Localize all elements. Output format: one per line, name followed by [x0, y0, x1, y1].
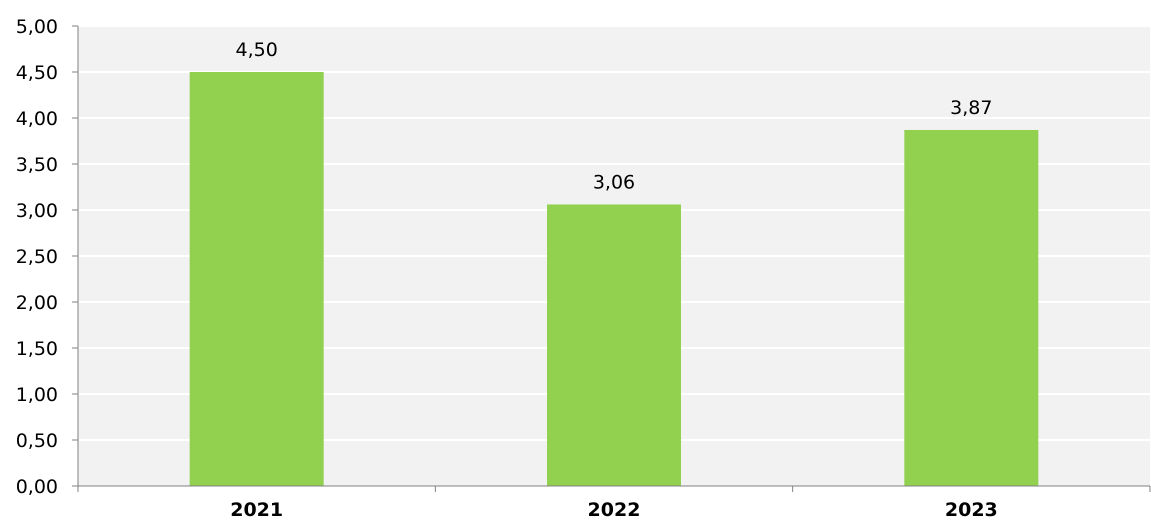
y-tick-label: 1,50 — [16, 338, 58, 360]
y-tick-label: 2,00 — [16, 292, 58, 314]
y-tick-label: 5,00 — [16, 16, 58, 38]
y-tick-label: 0,00 — [16, 476, 58, 498]
y-tick-label: 1,00 — [16, 384, 58, 406]
y-tick-label: 4,00 — [16, 108, 58, 130]
x-tick-label-2023: 2023 — [945, 499, 998, 521]
y-tick-label: 4,50 — [16, 62, 58, 84]
bars — [189, 72, 1039, 487]
y-tick-labels: 0,00 0,50 1,00 1,50 2,00 2,50 3,00 3,50 4,00 4,50… — [16, 16, 58, 498]
data-label-2023: 3,87 — [950, 97, 992, 119]
data-label-2022: 3,06 — [593, 171, 635, 193]
x-tick-label-2021: 2021 — [230, 499, 283, 521]
y-tick-label: 3,00 — [16, 200, 58, 222]
y-tick-label: 2,50 — [16, 246, 58, 268]
data-labels: 4,50 3,06 3,87 — [236, 39, 993, 193]
x-tick-label-2022: 2022 — [588, 499, 641, 521]
y-tick-label: 0,50 — [16, 430, 58, 452]
y-tick-label: 3,50 — [16, 154, 58, 176]
axes — [72, 25, 1151, 492]
x-tick-labels: 2021 2022 2023 — [230, 499, 998, 521]
bar-2023 — [904, 129, 1039, 486]
bar-2022 — [547, 204, 681, 487]
bar-2021 — [189, 72, 324, 486]
data-label-2021: 4,50 — [236, 39, 278, 61]
